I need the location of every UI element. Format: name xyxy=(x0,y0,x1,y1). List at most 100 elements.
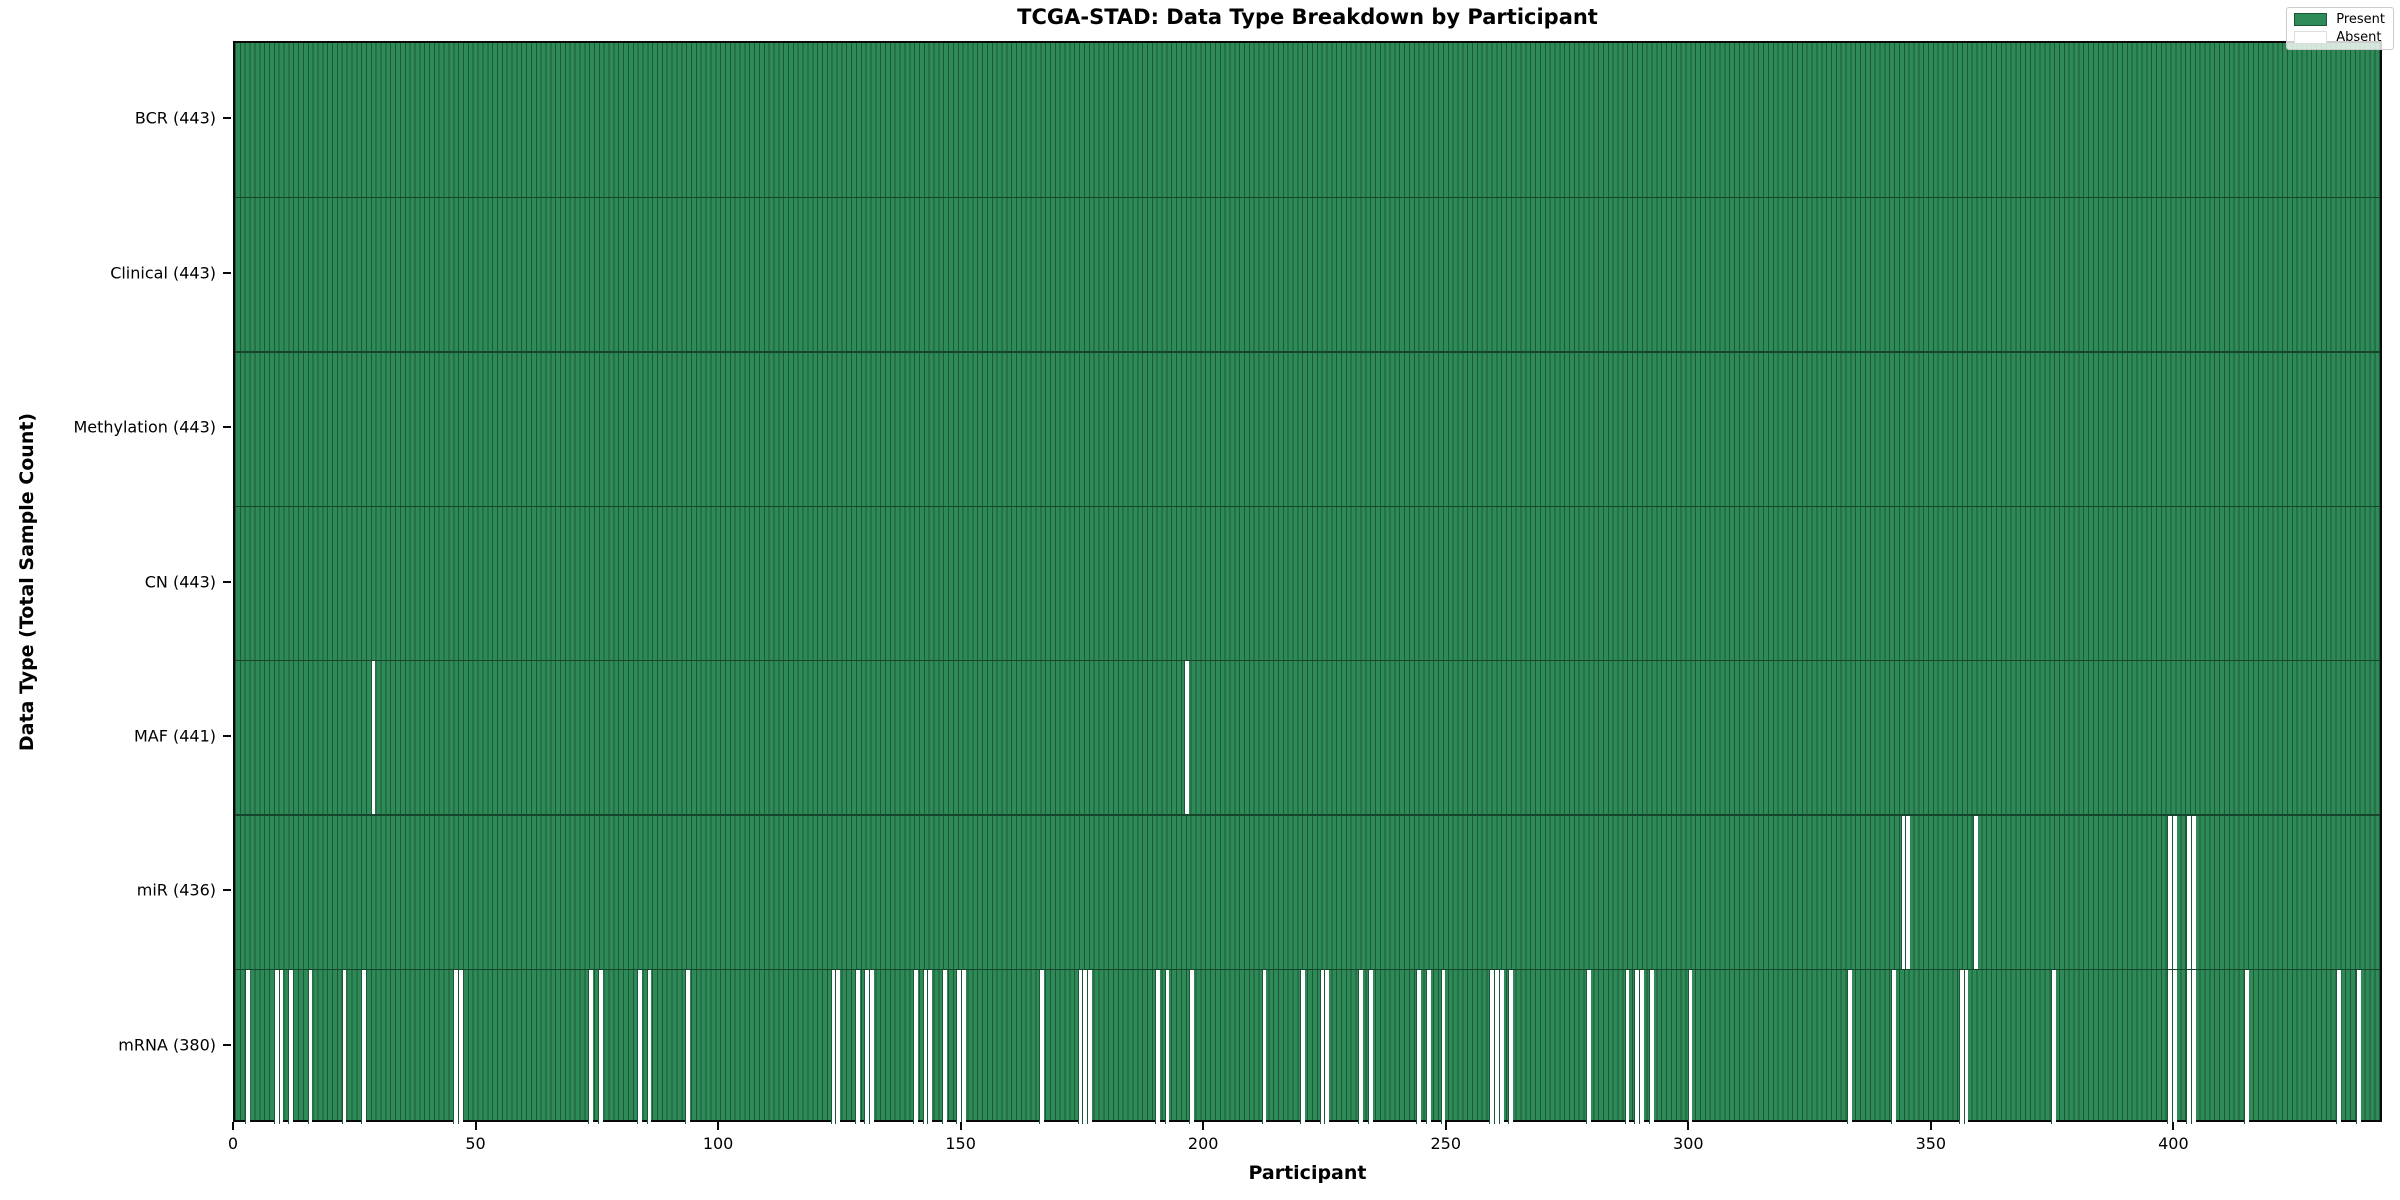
legend-absent-swatch xyxy=(2294,31,2328,44)
absent-cell xyxy=(1077,969,1083,1124)
y-axis-label: Data Type (Total Sample Count) xyxy=(16,412,38,752)
absent-cell xyxy=(1489,969,1494,1124)
absent-cell xyxy=(2050,969,2056,1124)
row-divider xyxy=(235,814,2380,816)
heatmap-row-mir xyxy=(235,815,2380,970)
y-tick-mark xyxy=(223,426,231,429)
heatmap-row-clinical xyxy=(235,197,2380,351)
absent-cell xyxy=(457,969,463,1124)
absent-cell xyxy=(646,969,652,1124)
absent-cell xyxy=(588,969,594,1124)
y-tick-label-cn: CN (443) xyxy=(144,572,216,591)
absent-cell xyxy=(1087,969,1093,1124)
y-tick-label-maf: MAF (441) xyxy=(133,726,216,746)
absent-cell xyxy=(1038,969,1044,1124)
absent-cell xyxy=(636,969,642,1124)
absent-cell xyxy=(2171,969,2177,1124)
absent-cell xyxy=(1890,969,1896,1124)
absent-cell xyxy=(1508,969,1514,1124)
x-tick-label: 50 xyxy=(465,1134,486,1153)
row-divider xyxy=(235,659,2380,662)
absent-cell xyxy=(1154,969,1160,1124)
absent-cell xyxy=(273,969,279,1124)
absent-cell xyxy=(830,969,836,1124)
absent-cell xyxy=(2186,815,2192,970)
heatmap-row-bcr xyxy=(235,43,2380,197)
absent-cell xyxy=(2244,969,2250,1124)
absent-cell xyxy=(1164,969,1170,1124)
absent-cell xyxy=(835,969,841,1124)
heatmap-row-methylation xyxy=(235,352,2380,506)
absent-cell xyxy=(1958,969,1964,1124)
x-tick-label: 150 xyxy=(945,1134,976,1153)
y-tick-mark xyxy=(223,117,231,120)
x-tick-mark xyxy=(474,1122,477,1130)
heatmap-plot-area xyxy=(233,41,2382,1124)
row-divider xyxy=(235,505,2380,508)
y-tick-mark xyxy=(223,1043,231,1046)
legend-entry-absent: Absent xyxy=(2294,31,2385,44)
heatmap-row-maf xyxy=(235,660,2380,816)
absent-cell xyxy=(1585,969,1591,1124)
x-tick-label: 250 xyxy=(1430,1134,1462,1153)
absent-cell xyxy=(2171,815,2177,970)
legend-present-label: Present xyxy=(2336,12,2385,27)
x-tick-mark xyxy=(1929,1122,1932,1130)
absent-cell xyxy=(1184,660,1189,816)
row-divider xyxy=(235,968,2380,971)
x-tick-label: 300 xyxy=(1673,1134,1704,1153)
absent-cell xyxy=(941,969,947,1124)
x-tick-mark xyxy=(2172,1122,2175,1130)
absent-cell xyxy=(961,969,967,1124)
absent-cell xyxy=(2166,969,2172,1124)
y-tick-mark xyxy=(223,580,231,583)
absent-cell xyxy=(1648,969,1654,1124)
absent-cell xyxy=(685,969,691,1124)
absent-cell xyxy=(370,660,376,816)
absent-cell xyxy=(927,969,933,1124)
x-tick-mark xyxy=(1444,1122,1447,1130)
legend-present-swatch xyxy=(2294,13,2328,26)
absent-cell xyxy=(1358,969,1364,1124)
absent-cell xyxy=(1963,969,1969,1124)
x-tick-label: 0 xyxy=(227,1134,239,1153)
y-tick-label-clinical: Clinical (443) xyxy=(110,263,216,283)
heatmap-row-mrna xyxy=(235,969,2380,1124)
row-divider xyxy=(235,196,2380,199)
absent-cell xyxy=(1900,815,1906,970)
x-tick-label: 400 xyxy=(2158,1134,2189,1153)
absent-cell xyxy=(1639,969,1644,1124)
absent-cell xyxy=(244,969,250,1124)
y-tick-label-mrna: mRNA (380) xyxy=(118,1035,216,1055)
absent-cell xyxy=(2355,969,2361,1124)
y-tick-mark xyxy=(223,889,231,892)
absent-cell xyxy=(864,969,870,1124)
x-tick-mark xyxy=(1687,1122,1690,1130)
absent-cell xyxy=(2166,815,2172,970)
absent-cell xyxy=(1847,969,1853,1124)
legend-absent-label: Absent xyxy=(2336,30,2382,45)
absent-cell xyxy=(922,969,928,1124)
absent-cell xyxy=(2191,815,2196,970)
x-tick-mark xyxy=(1202,1122,1205,1130)
absent-cell xyxy=(1416,969,1422,1124)
y-tick-label-mir: miR (436) xyxy=(136,880,216,900)
absent-cell xyxy=(1905,815,1911,970)
absent-cell xyxy=(1687,969,1693,1124)
absent-cell xyxy=(1498,969,1504,1124)
absent-cell xyxy=(1082,969,1088,1124)
absent-cell xyxy=(288,969,294,1124)
heatmap-row-cn xyxy=(235,506,2380,660)
legend: Present Absent xyxy=(2286,7,2394,50)
x-tick-label: 350 xyxy=(1915,1134,1947,1153)
y-tick-label-bcr: BCR (443) xyxy=(134,108,216,128)
chart-title: TCGA-STAD: Data Type Breakdown by Partic… xyxy=(1017,5,1598,29)
absent-cell xyxy=(598,969,603,1124)
absent-cell xyxy=(278,969,284,1124)
absent-cell xyxy=(1319,969,1325,1124)
absent-cell xyxy=(1426,969,1431,1124)
row-divider xyxy=(235,351,2380,353)
absent-cell xyxy=(307,969,313,1124)
absent-cell xyxy=(854,969,860,1124)
